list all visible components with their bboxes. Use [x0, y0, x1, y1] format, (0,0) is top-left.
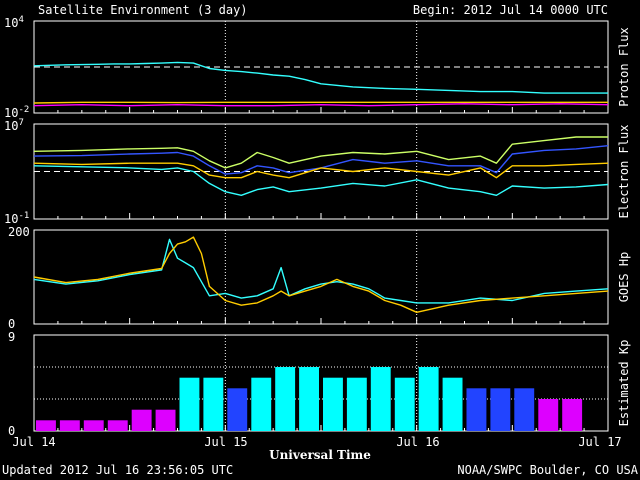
- kp-bar-9: [227, 388, 248, 431]
- proton-series-yellow: [33, 101, 608, 104]
- hp-y-tick-label: 0: [8, 317, 15, 331]
- kp-panel: 9 0 Estimated Kp: [8, 330, 631, 438]
- x-tick-jul15: Jul 15: [204, 435, 247, 449]
- kp-bar-15: [370, 367, 391, 431]
- kp-bar-3: [83, 420, 104, 431]
- x-tick-jul16: Jul 16: [396, 435, 439, 449]
- kp-bar-8: [203, 377, 224, 431]
- x-axis-ticks: Jul 14 Jul 15 Jul 16 Jul 17: [12, 435, 621, 449]
- panels: 104 10-2 Proton Flux 107 10-1 Electron Flux 20…: [4, 15, 631, 438]
- kp-bar-20: [490, 388, 511, 431]
- begin-label: Begin: 2012 Jul 14 0000 UTC: [413, 3, 608, 17]
- kp-bar-11: [275, 367, 296, 431]
- kp-bar-18: [442, 377, 463, 431]
- kp-bar-21: [514, 388, 535, 431]
- electron-panel: 107 10-1 Electron Flux: [4, 118, 631, 226]
- kp-bar-2: [59, 420, 80, 431]
- proton-panel: 104 10-2 Proton Flux: [4, 15, 631, 120]
- kp-y-tick-label: 0: [8, 424, 15, 438]
- hp-series-yellow: [33, 236, 609, 313]
- source-label: NOAA/SWPC Boulder, CO USA: [457, 463, 638, 477]
- kp-bar-16: [394, 377, 415, 431]
- chart-title: Satellite Environment (3 day): [38, 3, 248, 17]
- electron-series-blue: [33, 145, 609, 175]
- hp-panel: 200 0 GOES Hp: [8, 225, 631, 331]
- electron-series-cyan: [33, 165, 609, 197]
- kp-bar-14: [346, 377, 367, 431]
- x-tick-jul14: Jul 14: [12, 435, 55, 449]
- hp-y-tick-label: 200: [8, 225, 30, 239]
- kp-bar-5: [131, 409, 152, 431]
- electron-y-tick-label: 107: [4, 118, 24, 133]
- kp-bar-17: [418, 367, 439, 431]
- kp-bar-4: [107, 420, 128, 431]
- electron-y-axis-label: Electron Flux: [617, 125, 631, 219]
- kp-bar-10: [251, 377, 272, 431]
- x-axis-label: Universal Time: [269, 448, 371, 462]
- kp-y-tick-label: 9: [8, 330, 15, 344]
- kp-y-axis-label: Estimated Kp: [617, 340, 631, 427]
- proton-y-axis-label: Proton Flux: [617, 27, 631, 106]
- proton-series-cyan: [33, 61, 608, 94]
- x-tick-jul17: Jul 17: [578, 435, 621, 449]
- electron-series-green: [33, 136, 608, 169]
- electron-y-tick-label: 10-1: [4, 211, 29, 226]
- kp-bar-22: [538, 399, 559, 431]
- proton-y-tick-label: 10-2: [4, 105, 29, 120]
- kp-bar-12: [299, 367, 319, 431]
- kp-bar-13: [323, 377, 343, 431]
- updated-label: Updated 2012 Jul 16 23:56:05 UTC: [2, 463, 233, 477]
- electron-series-yellow: [33, 162, 609, 179]
- proton-y-tick-label: 104: [4, 15, 24, 30]
- hp-series-cyan: [33, 238, 609, 304]
- kp-bar-19: [466, 388, 487, 431]
- kp-bar-7: [179, 377, 200, 431]
- hp-y-axis-label: GOES Hp: [617, 252, 631, 303]
- kp-bar-6: [155, 409, 176, 431]
- kp-bar-1: [36, 420, 56, 431]
- proton-series-magenta: [33, 103, 609, 107]
- kp-bar-23: [562, 399, 583, 431]
